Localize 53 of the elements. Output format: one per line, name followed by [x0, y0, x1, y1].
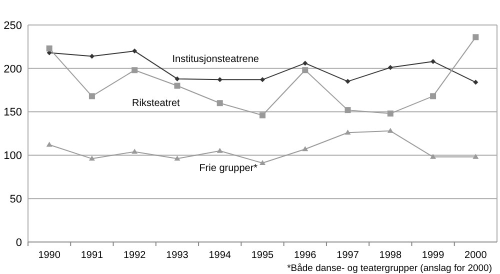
point	[216, 100, 223, 106]
point	[174, 82, 180, 89]
point	[217, 77, 222, 82]
point	[132, 67, 138, 74]
x-tick-label: 1999	[422, 250, 445, 261]
point	[387, 128, 394, 133]
point	[46, 45, 52, 52]
x-tick-label: 1996	[294, 250, 317, 261]
y-tick-label: 200	[4, 63, 22, 76]
series-label: Institusjonsteatrene	[172, 54, 260, 65]
point	[472, 34, 479, 40]
point	[387, 110, 394, 117]
point	[472, 154, 479, 159]
point	[302, 60, 308, 66]
point	[132, 148, 138, 154]
point	[260, 112, 266, 118]
x-tick-label: 1995	[251, 250, 274, 261]
point	[430, 58, 436, 64]
y-tick-label: 0	[16, 236, 22, 249]
x-tick-label: 1993	[166, 250, 189, 261]
y-tick-label: 250	[4, 20, 22, 32]
x-tick-label: 1991	[80, 250, 104, 261]
x-tick-label: 1992	[123, 250, 146, 261]
point	[260, 77, 265, 82]
point	[388, 65, 393, 70]
point	[260, 160, 266, 166]
point	[46, 142, 52, 147]
point	[132, 48, 138, 54]
point	[345, 78, 350, 84]
point	[344, 107, 351, 114]
x-tick-label: 1994	[208, 250, 232, 261]
x-tick-label: 1997	[336, 250, 360, 261]
text: *Både danse- og teatergrupper (anslag for 2000)	[287, 263, 492, 274]
point	[174, 76, 180, 82]
series-label: Riksteatret	[132, 98, 180, 110]
point	[430, 154, 436, 159]
point	[430, 93, 436, 100]
x-tick-label: 1998	[379, 250, 402, 261]
point	[216, 148, 223, 153]
point	[88, 93, 95, 100]
point	[89, 54, 94, 59]
point	[88, 156, 95, 161]
series-label: Frie grupper*	[199, 162, 258, 174]
point	[302, 146, 308, 152]
point	[174, 156, 180, 161]
y-tick-label: 150	[4, 106, 22, 119]
point	[302, 67, 308, 74]
point	[473, 80, 478, 85]
x-tick-label: 2000	[464, 250, 488, 261]
y-tick-label: 100	[4, 150, 22, 162]
x-tick-label: 1990	[38, 250, 61, 261]
point	[344, 130, 351, 135]
y-tick-label: 50	[10, 193, 22, 206]
